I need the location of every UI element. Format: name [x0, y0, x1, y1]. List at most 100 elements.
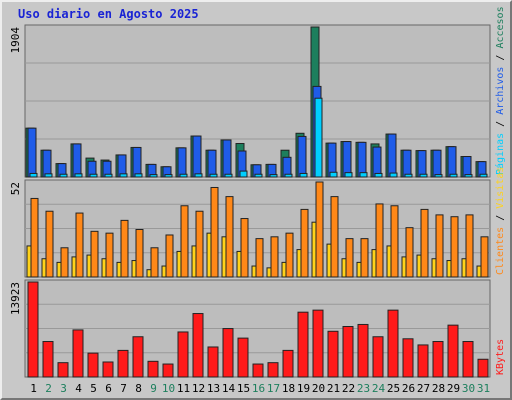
bar-paginas	[479, 173, 488, 178]
bar-paginas	[59, 173, 68, 178]
x-tick-label: 13	[207, 382, 220, 395]
bar-paginas	[179, 173, 188, 178]
bar-clientes	[135, 229, 144, 278]
bar-clientes	[45, 210, 54, 278]
bar-kbytes	[327, 330, 339, 378]
bar-clientes	[300, 208, 309, 278]
bar-archivos	[462, 156, 472, 178]
y-max-label: 1904	[9, 27, 22, 54]
bar-clientes	[330, 196, 339, 278]
bar-clientes	[345, 238, 354, 278]
x-tick-label: 4	[75, 382, 82, 395]
bar-paginas	[254, 173, 263, 178]
bar-clientes	[480, 236, 489, 278]
bar-kbytes	[462, 341, 474, 378]
x-tick-label: 11	[177, 382, 190, 395]
bar-clientes	[210, 186, 219, 278]
x-tick-label: 18	[282, 382, 295, 395]
bar-archivos	[417, 150, 427, 178]
bar-paginas	[359, 172, 368, 178]
bar-clientes	[375, 203, 384, 278]
legend-clientes: Clientes	[495, 227, 506, 275]
bar-clientes	[465, 214, 474, 278]
bar-kbytes	[312, 309, 324, 378]
bar-paginas	[149, 174, 158, 178]
bar-paginas	[329, 171, 338, 178]
bar-kbytes	[387, 309, 399, 378]
bar-paginas	[434, 174, 443, 178]
bar-kbytes	[177, 331, 189, 378]
bar-clientes	[390, 205, 399, 278]
bar-paginas	[404, 173, 413, 178]
bar-kbytes	[42, 341, 54, 378]
x-tick-label: 9	[150, 382, 157, 395]
bar-kbytes	[27, 281, 39, 378]
bar-archivos	[372, 146, 382, 178]
bar-archivos	[222, 139, 232, 178]
bar-paginas	[209, 173, 218, 178]
bar-kbytes	[162, 363, 174, 378]
bar-kbytes	[372, 336, 384, 378]
bar-paginas	[299, 172, 308, 178]
bar-kbytes	[342, 326, 354, 378]
x-tick-label: 23	[357, 382, 370, 395]
x-tick-label: 19	[297, 382, 310, 395]
x-tick-label: 1	[30, 382, 37, 395]
x-tick-label: 5	[90, 382, 97, 395]
x-tick-label: 14	[222, 382, 236, 395]
bar-clientes	[165, 234, 174, 278]
bar-paginas	[134, 173, 143, 178]
bar-clientes	[195, 210, 204, 278]
bar-kbytes	[222, 328, 234, 378]
x-tick-label: 22	[342, 382, 355, 395]
bar-paginas	[74, 173, 83, 178]
bar-kbytes	[267, 362, 279, 378]
series-legend: Páginas / Archivos / Accesos	[494, 6, 506, 175]
bar-paginas	[164, 174, 173, 178]
legend-accesos: Accesos	[495, 6, 506, 48]
x-tick-label: 20	[312, 382, 325, 395]
bar-clientes	[75, 212, 84, 278]
bar-paginas	[464, 174, 473, 178]
bar-paginas	[419, 173, 428, 178]
x-tick-label: 16	[252, 382, 265, 395]
bar-clientes	[405, 227, 414, 278]
bar-paginas	[269, 174, 278, 178]
bar-paginas	[344, 172, 353, 178]
bar-kbytes	[447, 324, 459, 378]
bar-clientes	[255, 238, 264, 278]
bar-clientes	[240, 218, 249, 278]
x-tick-label: 28	[432, 382, 445, 395]
bar-clientes	[315, 181, 324, 278]
bar-archivos	[387, 133, 397, 178]
bar-archivos	[72, 143, 82, 178]
x-tick-label: 21	[327, 382, 340, 395]
x-tick-label: 10	[162, 382, 175, 395]
bar-kbytes	[102, 361, 114, 378]
bar-paginas	[374, 172, 383, 178]
bar-clientes	[225, 196, 234, 278]
x-tick-label: 27	[417, 382, 430, 395]
x-tick-label: 30	[462, 382, 475, 395]
legend-visitas: Visitas	[495, 167, 506, 209]
bar-kbytes	[192, 313, 204, 378]
bar-paginas	[449, 173, 458, 178]
bar-clientes	[420, 208, 429, 278]
bar-clientes	[360, 238, 369, 278]
chart-title: Uso diario en Agosto 2025	[18, 7, 199, 21]
legend-pginas: Páginas	[494, 133, 506, 175]
bar-clientes	[450, 216, 459, 278]
bar-kbytes	[252, 363, 264, 378]
bar-archivos	[402, 149, 412, 178]
x-tick-label: 7	[120, 382, 127, 395]
bar-kbytes	[282, 349, 294, 378]
x-tick-label: 25	[387, 382, 400, 395]
bar-clientes	[30, 197, 39, 278]
bar-archivos	[42, 149, 52, 178]
bar-archivos	[27, 127, 37, 178]
bar-clientes	[150, 247, 159, 278]
bar-paginas	[284, 173, 293, 178]
bar-kbytes	[237, 337, 249, 378]
x-tick-label: 17	[267, 382, 280, 395]
